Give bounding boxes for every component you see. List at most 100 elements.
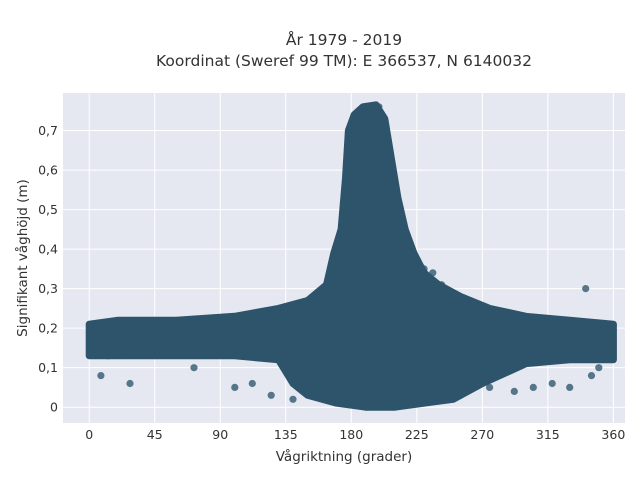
scatter-point: [88, 336, 96, 344]
scatter-point: [435, 395, 443, 403]
scatter-point: [325, 324, 333, 332]
scatter-point: [190, 324, 198, 332]
scatter-point: [449, 292, 457, 301]
scatter-point: [114, 344, 122, 352]
scatter-points: [88, 103, 616, 411]
scatter-point: [486, 383, 494, 391]
scatter-point: [228, 320, 236, 328]
scatter-point: [388, 186, 396, 194]
y-tick-labels: 0 0,1 0,2 0,3 0,4 0,5 0,6 0,7: [38, 123, 58, 415]
scatter-point: [398, 395, 406, 403]
scatter-point: [576, 324, 584, 332]
scatter-point: [566, 383, 574, 391]
scatter-point: [437, 281, 446, 289]
scatter-point: [510, 387, 518, 395]
scatter-point: [362, 111, 370, 119]
scatter-point: [384, 158, 392, 166]
scatter-point: [129, 340, 137, 348]
scatter-point: [97, 372, 105, 380]
scatter-point: [108, 332, 117, 340]
x-tick-label: 270: [470, 427, 494, 442]
scatter-point: [190, 364, 198, 372]
y-tick-label: 0,6: [38, 163, 58, 178]
y-tick-label: 0,5: [38, 202, 58, 217]
scatter-point: [219, 340, 227, 348]
y-tick-label: 0,3: [38, 281, 58, 296]
x-tick-label: 135: [274, 427, 298, 442]
scatter-point: [366, 103, 374, 111]
scatter-point: [173, 348, 181, 356]
scatter-point: [413, 257, 421, 265]
x-tick-label: 225: [405, 427, 429, 442]
scatter-point: [231, 383, 239, 391]
x-tick-label: 0: [85, 427, 93, 442]
scatter-point: [529, 383, 537, 391]
scatter-point: [92, 348, 101, 356]
scatter-point: [289, 332, 297, 340]
scatter-point: [340, 277, 348, 285]
scatter-point: [245, 332, 253, 340]
y-tick-label: 0,1: [38, 360, 58, 375]
scatter-point: [379, 134, 387, 142]
scatter-cloud: [85, 101, 617, 411]
scatter-point: [417, 391, 425, 399]
scatter-point: [602, 340, 610, 348]
scatter-point: [493, 312, 501, 320]
x-tick-label: 90: [212, 427, 228, 442]
scatter-point: [151, 336, 159, 344]
scatter-point: [341, 395, 350, 403]
scatter-point: [143, 348, 151, 356]
scatter-point: [104, 352, 112, 360]
scatter-point: [267, 340, 275, 348]
scatter-point: [199, 344, 207, 352]
y-tick-label: 0,4: [38, 242, 58, 257]
scatter-point: [181, 336, 189, 344]
scatter-point: [100, 340, 108, 348]
scatter-point: [165, 328, 173, 336]
scatter-point: [405, 245, 414, 253]
scatter-point: [507, 316, 515, 324]
x-tick-labels: 0 45 90 135 180 225 270 315 360: [85, 427, 625, 442]
scatter-point: [289, 395, 297, 403]
scatter-point: [595, 364, 603, 372]
chart-subtitle: Koordinat (Sweref 99 TM): E 366537, N 61…: [156, 52, 532, 70]
scatter-point: [376, 399, 384, 407]
y-axis-title: Signifikant våghöjd (m): [14, 179, 31, 337]
x-tick-label: 45: [147, 427, 163, 442]
x-axis-title: Vågriktning (grader): [276, 448, 413, 465]
scatter-point: [301, 320, 309, 328]
scatter-point: [371, 119, 379, 127]
scatter-point: [311, 312, 319, 320]
scatter-point: [375, 103, 383, 111]
scatter-point: [352, 166, 360, 174]
scatter-point: [456, 391, 465, 399]
y-tick-label: 0,7: [38, 123, 58, 138]
scatter-point: [237, 344, 245, 352]
scatter-point: [330, 379, 338, 388]
scatter-point: [248, 379, 256, 388]
scatter-point: [318, 300, 326, 308]
scatter-point: [481, 308, 489, 316]
y-tick-label: 0: [50, 400, 58, 415]
scatter-point: [257, 324, 265, 332]
scatter-point: [592, 332, 600, 340]
scatter-point: [333, 292, 341, 301]
scatter-point: [539, 324, 548, 332]
scatter-point: [158, 344, 166, 352]
scatter-point: [461, 296, 469, 305]
y-tick-label: 0,2: [38, 321, 58, 336]
chart-title: År 1979 - 2019: [286, 30, 402, 49]
scatter-point: [95, 328, 103, 336]
scatter-point: [120, 348, 128, 356]
scatter-point: [355, 126, 363, 135]
scatter-point: [267, 391, 275, 399]
scatter-point: [209, 332, 217, 340]
scatter-point: [608, 336, 616, 344]
scatter-point: [548, 379, 556, 388]
x-tick-label: 315: [536, 427, 560, 442]
scatter-point: [362, 403, 370, 411]
scatter-point: [277, 316, 285, 324]
scatter-point: [359, 142, 367, 150]
scatter-point: [429, 269, 437, 277]
